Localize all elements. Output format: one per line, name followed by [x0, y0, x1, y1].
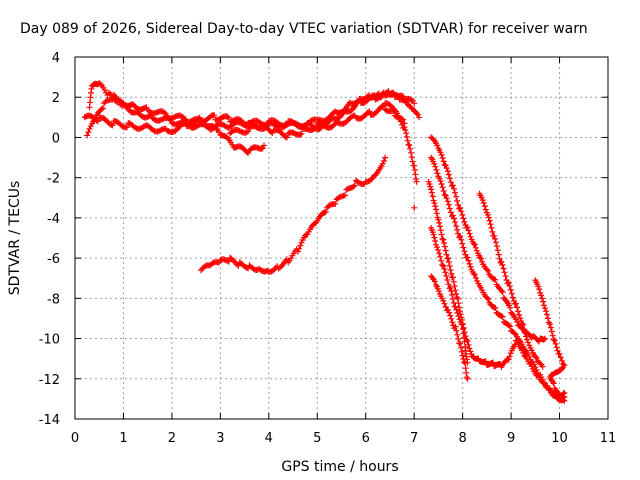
data-point-marks — [428, 134, 548, 345]
data-point-marks — [532, 277, 568, 404]
x-tick-label: 10 — [551, 431, 568, 446]
series-track-4 — [227, 88, 422, 137]
y-tick-label: -10 — [39, 333, 60, 348]
data-marks — [81, 80, 568, 404]
x-tick-label: 1 — [119, 431, 127, 446]
y-tick-label: -2 — [47, 172, 60, 187]
x-tick-label: 4 — [265, 431, 273, 446]
y-tick-label: -14 — [39, 413, 60, 428]
data-point-marks — [227, 88, 422, 137]
y-tick-label: 2 — [52, 91, 60, 106]
y-tick-label: 0 — [52, 131, 60, 146]
series-track-7 — [198, 154, 389, 275]
data-point-marks — [476, 190, 546, 370]
x-tick-label: 0 — [71, 431, 79, 446]
data-point-marks — [428, 154, 568, 404]
series-track-2 — [86, 80, 267, 157]
x-axis-label: GPS time / hours — [281, 459, 398, 475]
y-tick-label: -6 — [47, 252, 60, 267]
series-track-14 — [532, 277, 568, 404]
y-tick-label: -8 — [47, 292, 60, 307]
series-track-5 — [382, 100, 420, 185]
chart-title: Day 089 of 2026, Sidereal Day-to-day VTE… — [20, 21, 588, 37]
x-tick-label: 8 — [458, 431, 466, 446]
data-point-marks — [382, 100, 420, 185]
series-track-6 — [411, 204, 418, 211]
y-axis-label: SDTVAR / TECUs — [7, 181, 23, 296]
y-tick-label: -4 — [47, 212, 60, 227]
data-point-marks — [428, 273, 471, 382]
x-tick-label: 5 — [313, 431, 321, 446]
x-tick-label: 9 — [507, 431, 515, 446]
series-track-12 — [428, 154, 568, 404]
series-track-10 — [428, 273, 471, 382]
y-tick-label: 4 — [52, 51, 60, 66]
x-tick-label: 11 — [600, 431, 617, 446]
data-point-marks — [198, 154, 389, 275]
plot-frame — [74, 56, 609, 420]
y-tick-label: -12 — [39, 373, 60, 388]
axis-ticks: 0 1 2 3 4 5 6 7 8 9 10 11 4 2 0 -2 -4 -6 -8 -10 -12 -14 — [39, 51, 617, 446]
series-track-13 — [476, 190, 546, 370]
data-point-marks — [86, 80, 267, 157]
x-tick-label: 7 — [410, 431, 418, 446]
data-point-marks — [411, 204, 418, 211]
x-tick-label: 3 — [216, 431, 224, 446]
series-track-11 — [428, 134, 548, 345]
x-tick-label: 6 — [362, 431, 370, 446]
x-tick-label: 2 — [168, 431, 176, 446]
